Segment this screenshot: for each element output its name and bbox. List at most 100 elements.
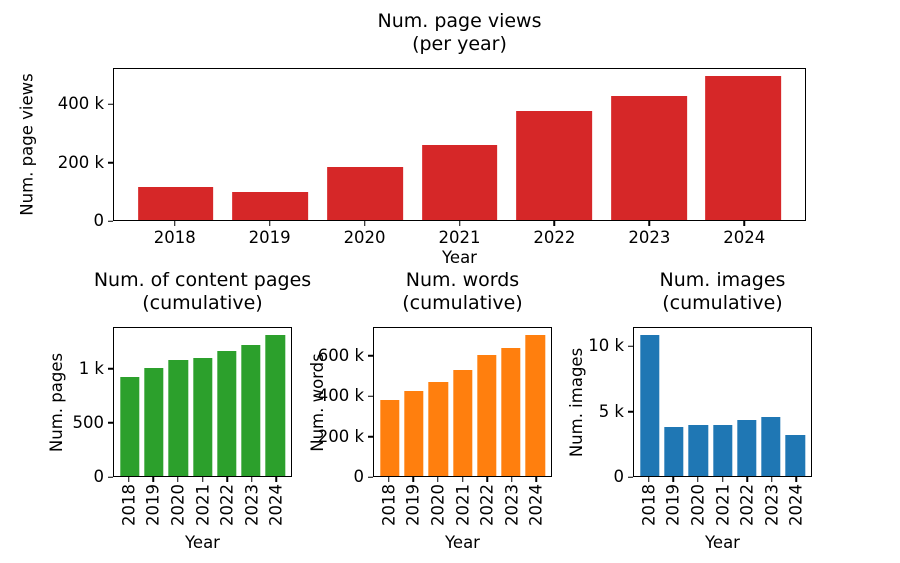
y-tick-mark <box>628 410 633 413</box>
bar-2023 <box>501 347 521 476</box>
bar-2023 <box>761 417 781 476</box>
y-tick-label: 600 k <box>317 345 364 365</box>
x-tick-label: 2023 <box>628 228 671 247</box>
x-tick-label: 2022 <box>533 228 576 247</box>
chart-title: Num. page views (per year) <box>377 10 542 55</box>
plot-area <box>113 327 292 477</box>
x-tick-label: 2019 <box>248 228 291 247</box>
x-tick-mark <box>648 221 651 226</box>
x-tick-label: 2021 <box>193 484 212 526</box>
x-axis-label: Year <box>705 533 740 552</box>
x-tick-label: 2024 <box>266 484 286 526</box>
bar-2024 <box>705 76 782 220</box>
y-tick-label: 500 <box>72 413 105 433</box>
y-tick-label: 200 k <box>317 426 364 446</box>
x-tick-label: 2024 <box>723 228 766 247</box>
y-tick-label: 400 k <box>57 94 104 114</box>
y-tick-label: 10 k <box>588 336 624 356</box>
x-axis-label: Year <box>445 533 480 552</box>
x-tick-mark <box>173 221 176 226</box>
bar-2019 <box>144 368 164 476</box>
bar-2018 <box>137 186 214 220</box>
y-tick-mark <box>108 161 113 164</box>
chart-images-cumulative: Num. images (cumulative) Num. images Yea… <box>568 269 812 552</box>
y-tick-mark <box>368 395 373 397</box>
y-tick-label: 0 <box>93 467 105 487</box>
bar-2022 <box>217 351 237 476</box>
x-tick-label: 2020 <box>343 228 386 247</box>
bar-2021 <box>421 144 498 220</box>
y-tick-label: 0 <box>93 211 105 231</box>
y-axis-label: Num. pages <box>47 352 67 452</box>
bar-2018 <box>120 377 140 476</box>
x-tick-label: 2021 <box>453 484 472 526</box>
y-tick-mark <box>628 345 633 347</box>
y-tick-mark <box>108 220 113 222</box>
x-tick-mark <box>437 477 439 482</box>
x-tick-mark <box>363 221 366 226</box>
chart-page-views-per-year: Num. page views (per year) Num. page vie… <box>18 10 806 267</box>
bar-2018 <box>640 335 660 476</box>
x-tick-mark <box>510 477 513 482</box>
bar-2021 <box>452 369 473 476</box>
x-tick-label: 2020 <box>168 484 188 526</box>
y-tick-label: 400 k <box>317 386 364 406</box>
bar-2019 <box>664 426 684 476</box>
x-tick-mark <box>275 477 277 482</box>
x-tick-mark <box>721 477 724 482</box>
y-tick-label: 5 k <box>598 401 624 421</box>
x-tick-mark <box>177 477 179 482</box>
x-tick-label: 2021 <box>713 484 732 526</box>
x-tick-mark <box>388 477 390 482</box>
x-tick-label: 2024 <box>526 484 546 526</box>
x-tick-mark <box>553 221 556 226</box>
x-tick-mark <box>412 477 415 482</box>
y-tick-mark <box>108 422 113 424</box>
bar-2022 <box>516 110 593 220</box>
x-tick-mark <box>743 221 746 226</box>
x-tick-mark <box>268 221 271 226</box>
y-tick-mark <box>368 476 373 478</box>
y-tick-label: 0 <box>613 467 625 487</box>
y-tick-mark <box>368 354 373 357</box>
x-tick-label: 2019 <box>143 484 163 526</box>
chart-title: Num. images (cumulative) <box>659 269 786 314</box>
bar-2020 <box>428 382 448 476</box>
x-axis-label: Year <box>185 533 220 552</box>
x-tick-label: 2024 <box>786 484 806 526</box>
y-tick-label: 200 k <box>57 152 104 172</box>
x-tick-mark <box>672 477 675 482</box>
plot-area <box>633 327 812 477</box>
x-tick-label: 2019 <box>403 484 423 526</box>
x-tick-mark <box>648 477 650 482</box>
bar-2020 <box>168 359 188 476</box>
x-axis-label: Year <box>442 248 477 267</box>
x-tick-mark <box>535 477 537 482</box>
x-tick-mark <box>770 477 773 482</box>
x-tick-mark <box>795 477 797 482</box>
x-tick-label: 2022 <box>477 484 497 526</box>
bar-2022 <box>477 354 497 476</box>
chart-content-pages-cumulative: Num. of content pages (cumulative) Num. … <box>48 269 312 552</box>
x-tick-mark <box>226 477 228 482</box>
bar-2019 <box>232 191 309 220</box>
chart-title: Num. words (cumulative) <box>402 269 523 314</box>
plot-area <box>113 68 806 221</box>
y-tick-label: 0 <box>353 467 365 487</box>
bar-2024 <box>785 434 805 476</box>
bar-2024 <box>265 335 285 476</box>
x-tick-label: 2021 <box>438 228 481 247</box>
x-tick-label: 2023 <box>762 484 782 526</box>
plot-area <box>373 327 552 477</box>
x-tick-mark <box>152 477 155 482</box>
x-tick-label: 2022 <box>217 484 237 526</box>
y-tick-mark <box>368 435 373 438</box>
x-tick-label: 2022 <box>737 484 757 526</box>
bar-2021 <box>712 424 733 476</box>
bar-2019 <box>404 390 424 476</box>
x-tick-label: 2018 <box>379 484 399 526</box>
bar-2023 <box>241 345 261 476</box>
x-tick-label: 2018 <box>119 484 139 526</box>
bar-2024 <box>525 334 545 476</box>
